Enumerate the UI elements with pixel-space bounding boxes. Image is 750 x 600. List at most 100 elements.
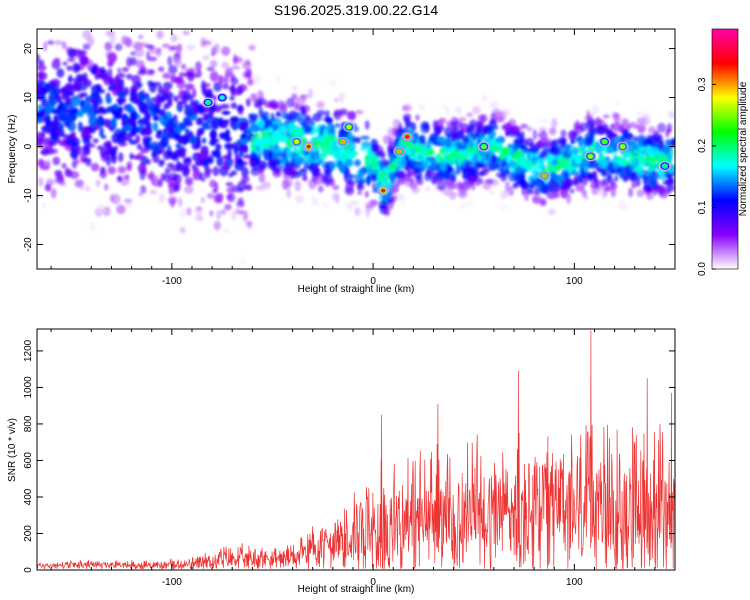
heatmap-cell	[231, 210, 236, 221]
heatmap-cell	[210, 52, 216, 57]
heatmap-cell	[355, 109, 364, 115]
heatmap-cell	[302, 150, 311, 156]
heatmap-cell	[615, 156, 622, 161]
heatmap-cell	[128, 139, 138, 145]
heatmap-cell	[225, 129, 230, 138]
heatmap-cell	[339, 108, 349, 116]
heatmap-cell	[130, 57, 138, 66]
heatmap-cell	[319, 125, 324, 137]
heatmap-cell	[209, 129, 217, 140]
heatmap-cell	[338, 128, 349, 139]
heatmap-cell	[135, 134, 141, 144]
heatmap-cell	[169, 45, 179, 51]
heatmap-cell	[229, 96, 235, 101]
heatmap-cell	[285, 179, 293, 188]
heatmap-cell	[499, 190, 506, 201]
heatmap-cell	[85, 185, 90, 192]
heatmap-cell	[156, 129, 163, 135]
heatmap-cell	[92, 99, 99, 110]
heatmap-cell	[104, 183, 109, 191]
heatmap-cell	[67, 48, 77, 58]
heatmap-cell	[345, 149, 351, 158]
heatmap-cell	[532, 129, 538, 141]
heatmap-hotspot	[294, 139, 299, 144]
heatmap-cell	[236, 201, 245, 208]
heatmap-cell	[624, 132, 631, 143]
heatmap-cell	[56, 68, 65, 78]
heatmap-cell	[405, 122, 410, 130]
heatmap-cell	[59, 174, 64, 184]
heatmap-cell	[43, 141, 53, 151]
heatmap-cell	[79, 184, 85, 191]
x-tick-label: -100	[162, 577, 182, 588]
heatmap-cell	[121, 35, 129, 45]
heatmap-cell	[445, 139, 452, 146]
heatmap-cell	[524, 191, 529, 202]
heatmap-cell	[451, 127, 460, 139]
heatmap-cell	[117, 133, 127, 143]
heatmap-cell	[516, 155, 527, 164]
heatmap-cell	[247, 78, 254, 86]
heatmap-cell	[270, 112, 275, 121]
heatmap-cell	[468, 139, 475, 149]
heatmap-cell	[566, 193, 572, 204]
heatmap-cell	[258, 184, 265, 192]
heatmap-cell	[433, 125, 441, 137]
heatmap-cell	[40, 150, 48, 155]
heatmap-cell	[89, 143, 96, 148]
heatmap-cell	[310, 121, 316, 127]
heatmap-cell	[613, 112, 621, 124]
heatmap-cell	[166, 162, 175, 168]
heatmap-cell	[637, 123, 646, 134]
heatmap-cell	[642, 139, 652, 146]
heatmap-cell	[468, 131, 476, 138]
y-tick-label: -10	[23, 188, 34, 203]
heatmap-cell	[392, 119, 402, 130]
heatmap-cell	[528, 142, 535, 147]
heatmap-cell	[250, 124, 260, 133]
heatmap-cell	[56, 88, 63, 94]
heatmap-cell	[644, 156, 652, 162]
heatmap-cell	[204, 157, 213, 164]
heatmap-cell	[513, 182, 520, 187]
heatmap-cell	[131, 74, 142, 85]
heatmap-cell	[418, 104, 425, 110]
heatmap-cell	[354, 159, 361, 167]
heatmap-cell	[115, 86, 124, 92]
heatmap-cell	[636, 189, 644, 198]
heatmap-cell	[448, 192, 459, 198]
heatmap-cell	[536, 140, 543, 150]
heatmap-cell	[347, 110, 357, 121]
heatmap-cell	[447, 182, 457, 190]
heatmap-cell	[173, 184, 180, 191]
y-tick-label: 800	[23, 415, 34, 432]
heatmap-cell	[411, 139, 417, 145]
heatmap-cell	[642, 175, 649, 186]
heatmap-cell	[640, 146, 645, 152]
heatmap-cell	[519, 167, 527, 174]
colorbar-frame	[711, 28, 739, 270]
heatmap-cell	[317, 185, 324, 193]
spectrogram-heatmap	[37, 29, 675, 266]
heatmap-cell	[579, 122, 588, 132]
heatmap-cell	[90, 162, 100, 172]
heatmap-cell	[95, 73, 103, 79]
heatmap-cell	[475, 161, 485, 169]
heatmap-cell	[327, 122, 332, 131]
heatmap-cell	[526, 126, 533, 132]
heatmap-cell	[408, 164, 415, 171]
heatmap-cell	[106, 156, 111, 167]
heatmap-cell	[162, 43, 170, 49]
heatmap-cell	[152, 122, 159, 132]
heatmap-cell	[233, 145, 239, 156]
heatmap-cell	[269, 101, 279, 110]
heatmap-cell	[346, 141, 356, 152]
heatmap-cell	[415, 143, 425, 153]
heatmap-cell	[586, 118, 596, 127]
heatmap-cell	[657, 169, 664, 176]
heatmap-cell	[86, 36, 95, 47]
heatmap-cell	[213, 221, 221, 231]
heatmap-cell	[153, 104, 160, 115]
heatmap-cell	[89, 222, 96, 232]
